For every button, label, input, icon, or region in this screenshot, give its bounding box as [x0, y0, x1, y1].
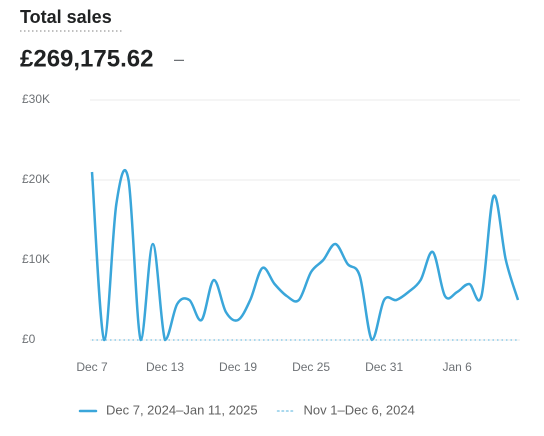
x-tick-label: Dec 13: [146, 360, 184, 374]
x-tick-label: Jan 6: [442, 360, 472, 374]
total-value: £269,175.62: [20, 45, 153, 72]
x-tick-label: Dec 19: [219, 360, 257, 374]
x-tick-label: Dec 31: [365, 360, 403, 374]
chart-title: Total sales: [20, 7, 112, 27]
y-tick-label: £0: [22, 332, 36, 346]
x-tick-label: Dec 7: [76, 360, 108, 374]
legend-label: Dec 7, 2024–Jan 11, 2025: [106, 402, 258, 417]
series-line: [90, 168, 520, 342]
y-tick-label: £30K: [22, 92, 50, 106]
comparison: –: [174, 49, 184, 69]
legend-label: Nov 1–Dec 6, 2024: [304, 402, 415, 417]
y-tick-label: £10K: [22, 252, 50, 266]
y-tick-label: £20K: [22, 172, 50, 186]
x-tick-label: Dec 25: [292, 360, 330, 374]
